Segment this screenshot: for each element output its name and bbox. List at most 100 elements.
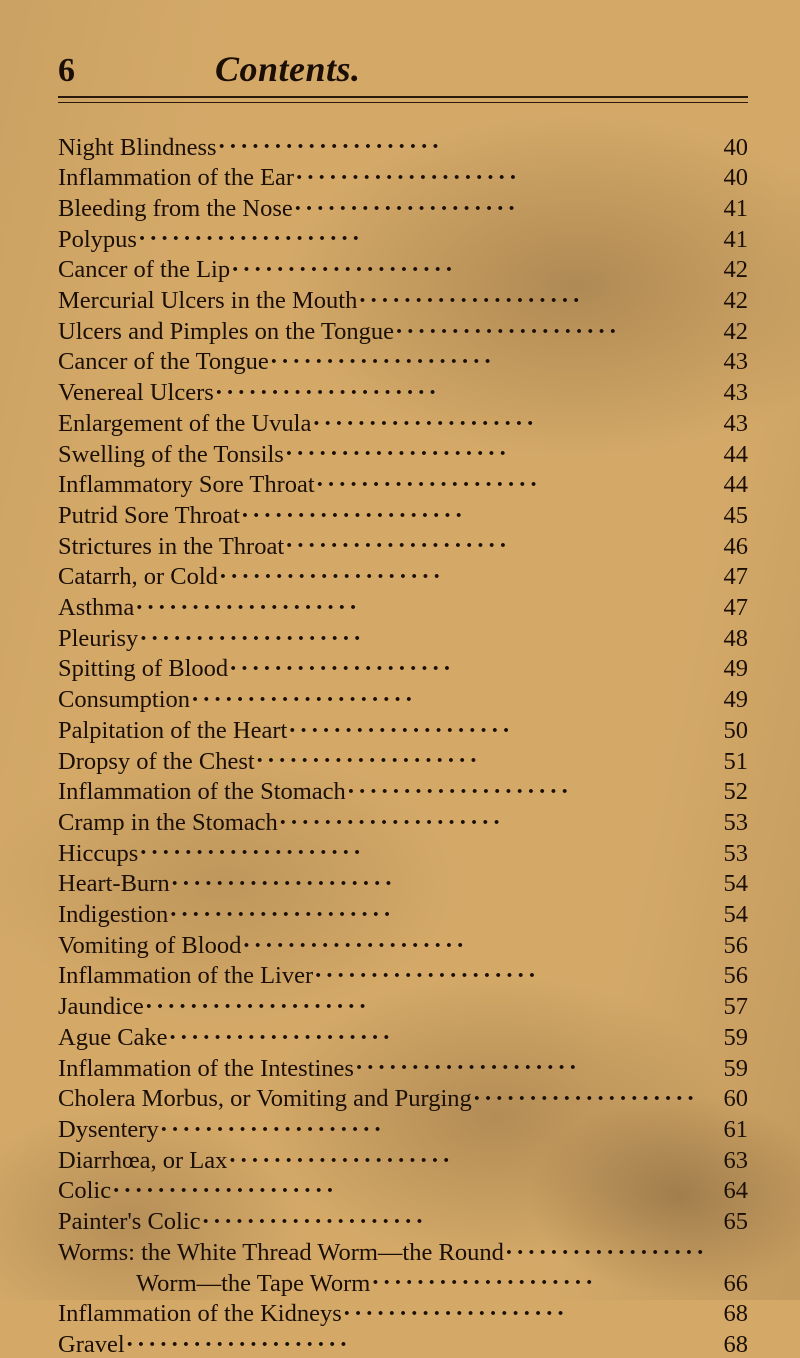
leader-dots	[348, 775, 704, 800]
leader-dots	[313, 406, 704, 431]
entry-title: Dysentery	[58, 1117, 159, 1143]
leader-dots	[127, 1327, 704, 1352]
contents-entry: Cholera Morbus, or Vomiting and Purging 6…	[58, 1082, 748, 1113]
leader-dots	[220, 560, 704, 585]
contents-entry: Bleeding from the Nose41	[58, 191, 748, 222]
entry-page: 64	[706, 1178, 748, 1204]
entry-page: 59	[706, 1025, 748, 1051]
contents-entry: Gravel68	[58, 1327, 748, 1358]
entry-title: Catarrh, or Cold	[58, 564, 218, 590]
entry-title: Cholera Morbus, or Vomiting and Purging	[58, 1086, 472, 1112]
leader-dots	[280, 805, 704, 830]
contents-entry: Worms: the White Thread Worm—the Round	[58, 1235, 748, 1266]
contents-entry: Strictures in the Throat46	[58, 529, 748, 560]
leader-dots	[136, 591, 704, 616]
leader-dots	[257, 744, 704, 769]
contents-entry: Heart-Burn 54	[58, 867, 748, 898]
leader-dots	[344, 1297, 704, 1322]
entry-title: Cramp in the Stomach	[58, 810, 278, 836]
entry-page: 49	[706, 687, 748, 713]
entry-page: 43	[706, 349, 748, 375]
entry-title: Venereal Ulcers	[58, 380, 214, 406]
entry-page: 45	[706, 503, 748, 529]
entry-title: Diarrhœa, or Lax	[58, 1148, 227, 1174]
contents-entry: Venereal Ulcers 43	[58, 376, 748, 407]
leader-dots	[372, 1266, 704, 1291]
entry-page: 63	[706, 1148, 748, 1174]
contents-entry: Hiccups53	[58, 836, 748, 867]
leader-dots	[172, 867, 704, 892]
contents-entry: Catarrh, or Cold 47	[58, 560, 748, 591]
entry-page: 40	[706, 165, 748, 191]
leader-dots	[317, 468, 704, 493]
entry-title: Mercurial Ulcers in the Mouth	[58, 288, 357, 314]
entry-title: Enlargement of the Uvula	[58, 411, 311, 437]
leader-dots	[203, 1205, 704, 1230]
leader-dots	[170, 1020, 704, 1045]
contents-entry: Ague Cake 59	[58, 1020, 748, 1051]
entry-page: 43	[706, 380, 748, 406]
entry-page: 53	[706, 841, 748, 867]
contents-entry: Inflammation of the Ear 40	[58, 161, 748, 192]
entry-page: 60	[706, 1086, 748, 1112]
entry-page: 51	[706, 749, 748, 775]
leader-dots	[232, 253, 704, 278]
entry-page: 54	[706, 871, 748, 897]
entry-page: 65	[706, 1209, 748, 1235]
contents-entry: Consumption 49	[58, 683, 748, 714]
entry-title: Swelling of the Tonsils	[58, 442, 284, 468]
entry-page: 50	[706, 718, 748, 744]
contents-entry: Polypus41	[58, 222, 748, 253]
contents-entry: Colic64	[58, 1174, 748, 1205]
entry-page: 47	[706, 564, 748, 590]
page-number: 6	[58, 52, 75, 90]
entry-page: 42	[706, 288, 748, 314]
entry-title: Jaundice	[58, 994, 144, 1020]
entry-title: Indigestion	[58, 902, 168, 928]
contents-entry: Cancer of the Lip42	[58, 253, 748, 284]
leader-dots	[271, 345, 704, 370]
entry-title: Dropsy of the Chest	[58, 749, 255, 775]
contents-entry: Inflammation of the Stomach52	[58, 775, 748, 806]
entry-title: Polypus	[58, 227, 137, 253]
entry-page: 44	[706, 442, 748, 468]
leader-dots	[113, 1174, 704, 1199]
contents-entry: Pleurisy48	[58, 621, 748, 652]
leader-dots	[315, 959, 704, 984]
contents-entry: Swelling of the Tonsils 44	[58, 437, 748, 468]
page-header: 6 Contents.	[58, 48, 748, 98]
contents-entry: Inflammatory Sore Throat44	[58, 468, 748, 499]
entry-title: Ague Cake	[58, 1025, 168, 1051]
entry-title: Spitting of Blood	[58, 656, 228, 682]
leader-dots	[230, 652, 704, 677]
entry-title: Gravel	[58, 1332, 125, 1358]
entry-title: Inflammation of the Intestines	[58, 1056, 354, 1082]
leader-dots	[474, 1082, 704, 1107]
entry-title: Heart-Burn	[58, 871, 170, 897]
leader-dots	[359, 284, 704, 309]
contents-entry: Jaundice57	[58, 990, 748, 1021]
entry-page: 47	[706, 595, 748, 621]
entry-page: 66	[706, 1271, 748, 1297]
entry-title: Ulcers and Pimples on the Tongue	[58, 319, 394, 345]
entry-page: 61	[706, 1117, 748, 1143]
contents-entry: Asthma47	[58, 591, 748, 622]
leader-dots	[289, 713, 704, 738]
entry-page: 40	[706, 135, 748, 161]
leader-dots	[356, 1051, 704, 1076]
contents-entry: Dropsy of the Chest 51	[58, 744, 748, 775]
entry-title: Cancer of the Tongue	[58, 349, 269, 375]
leader-dots	[170, 898, 704, 923]
contents-entry: Inflammation of the Liver56	[58, 959, 748, 990]
leader-dots	[216, 376, 704, 401]
contents-entry: Cramp in the Stomach53	[58, 805, 748, 836]
entry-page: 44	[706, 472, 748, 498]
contents-entry: Night Blindness40	[58, 130, 748, 161]
entry-page: 43	[706, 411, 748, 437]
entry-title: Consumption	[58, 687, 190, 713]
entry-page: 52	[706, 779, 748, 805]
leader-dots	[161, 1113, 704, 1138]
entry-page: 49	[706, 656, 748, 682]
leader-dots	[140, 836, 704, 861]
entry-title: Inflammation of the Ear	[58, 165, 294, 191]
